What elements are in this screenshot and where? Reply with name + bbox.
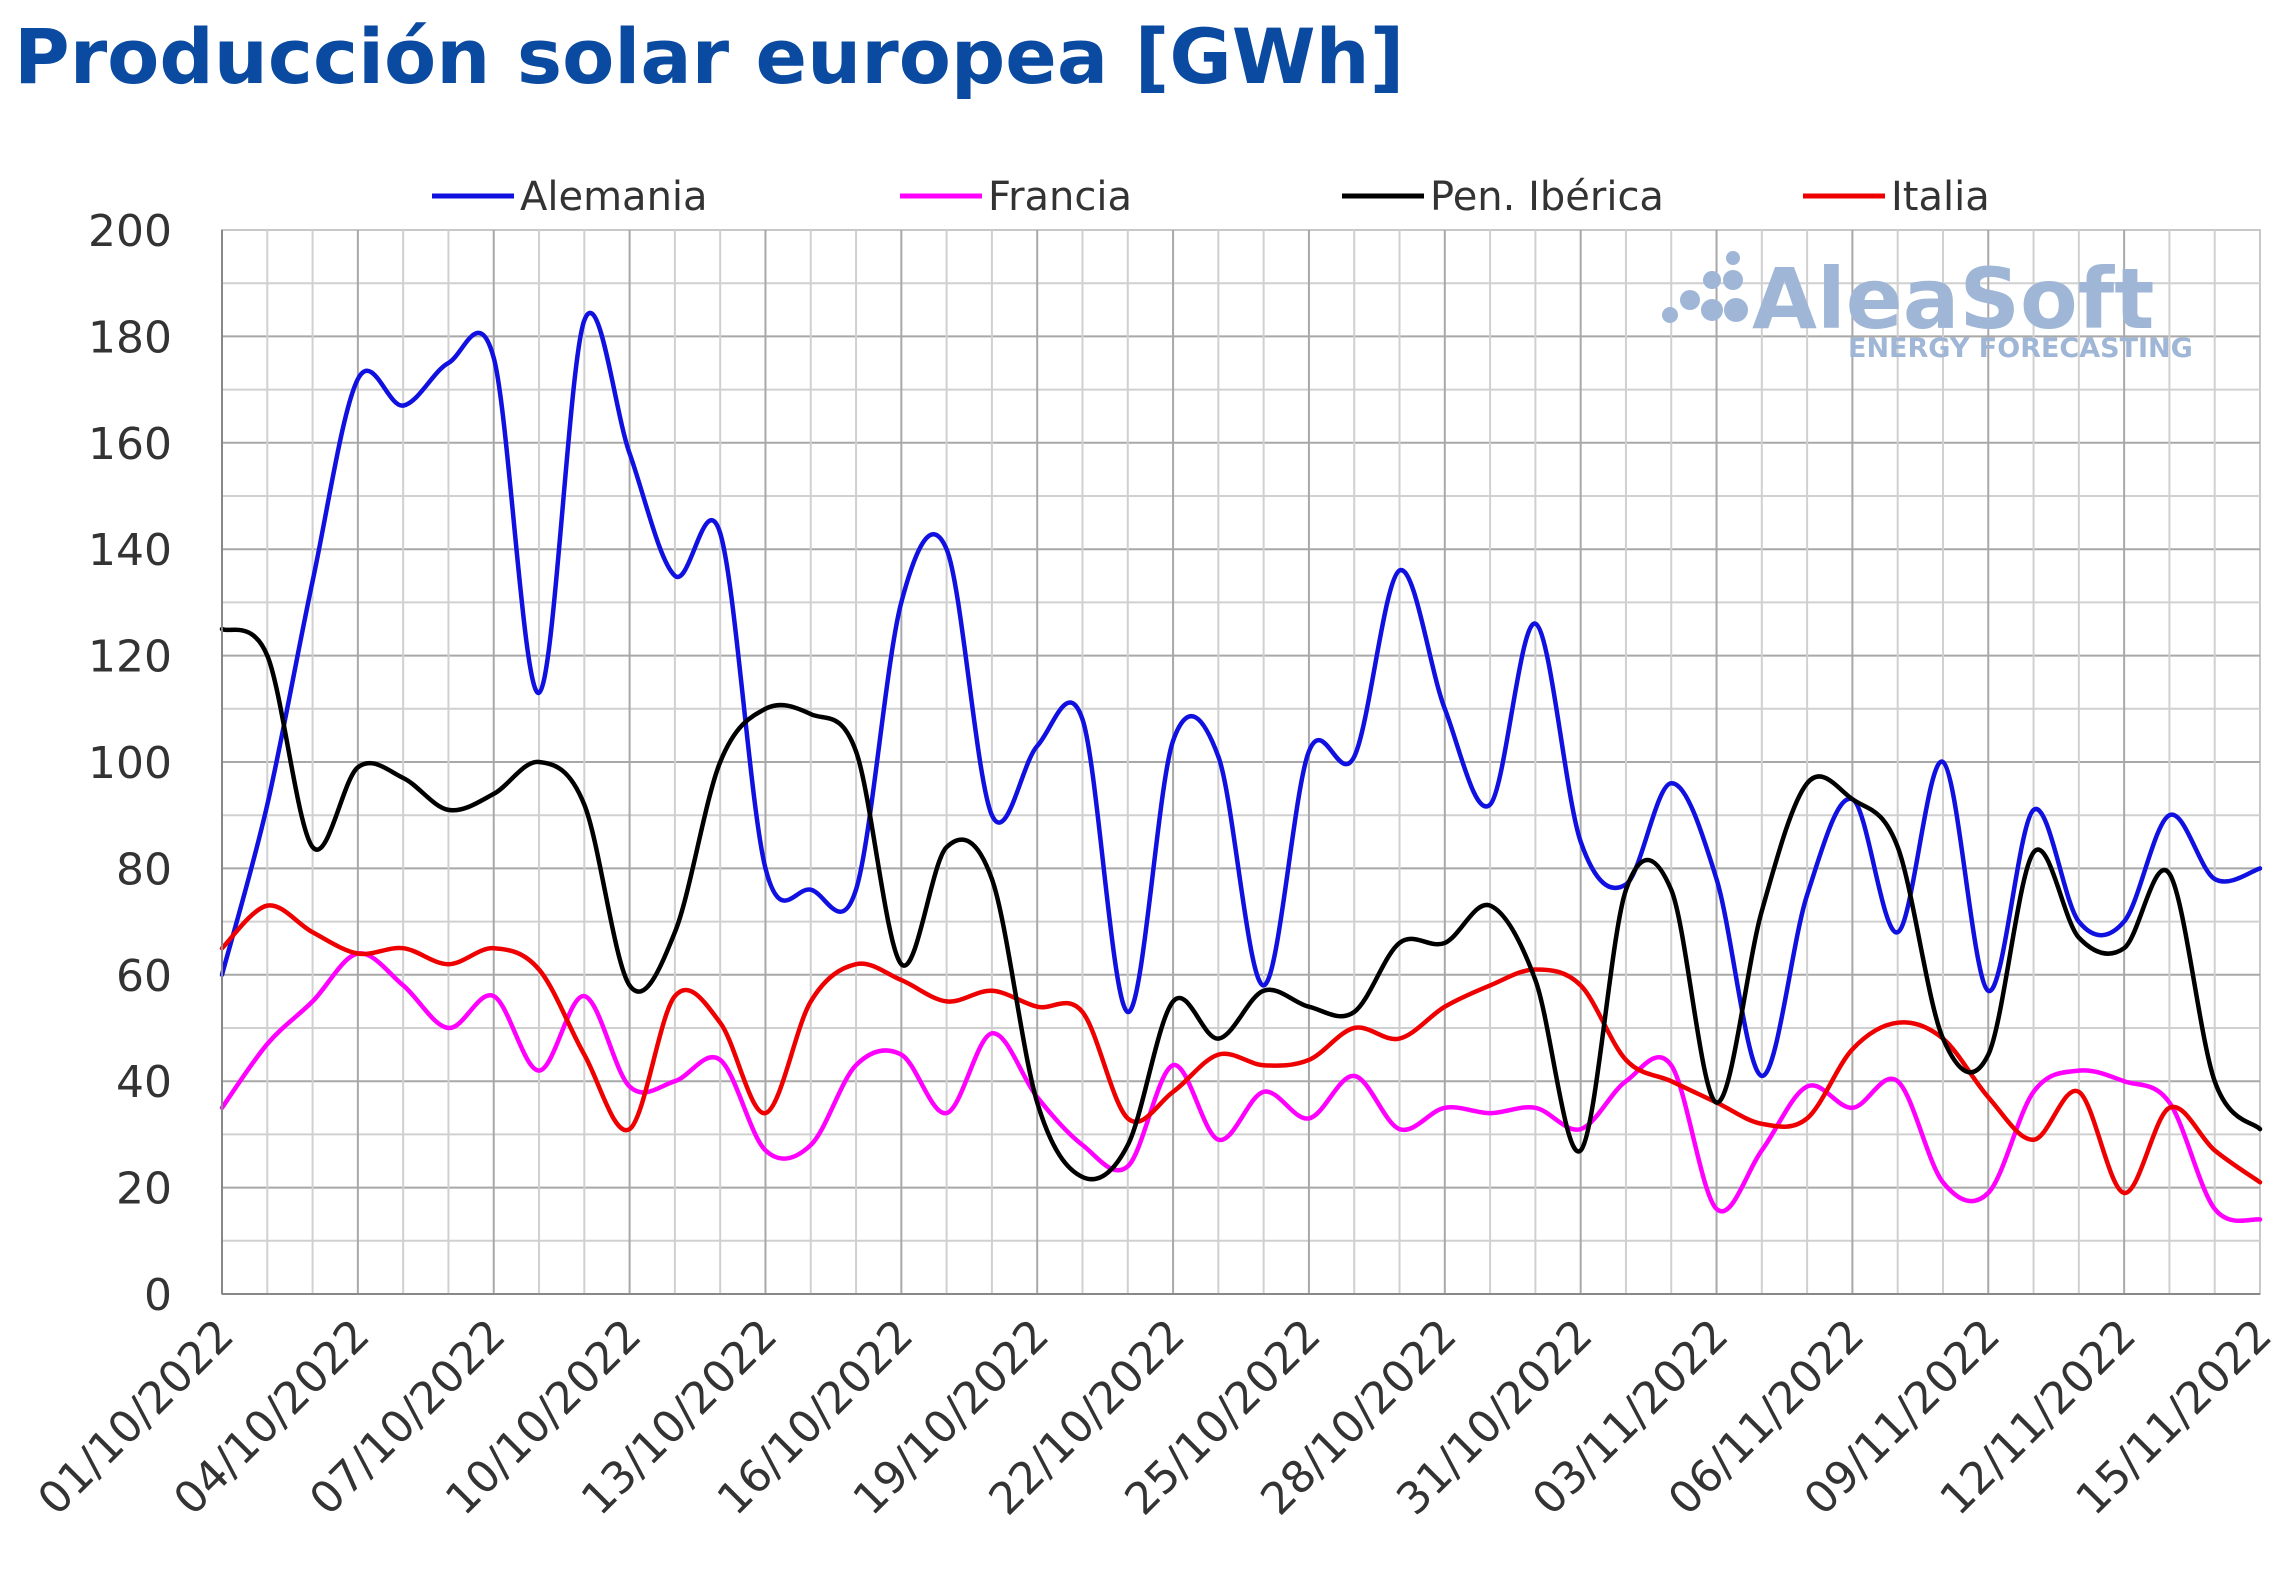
aleasoft-watermark: AleaSoft ENERGY FORECASTING: [1662, 250, 2193, 364]
y-tick-label: 120: [88, 632, 172, 683]
series-line-francia: [219, 951, 2263, 1224]
series-lines: [219, 310, 2263, 1224]
series-line-alemania: [219, 310, 2263, 1079]
y-tick-label: 160: [88, 419, 172, 470]
watermark-brand: AleaSoft: [1752, 250, 2154, 348]
y-tick-label: 100: [88, 738, 172, 789]
legend-item-italia: Italia: [1803, 174, 1990, 220]
y-tick-label: 0: [144, 1270, 172, 1321]
watermark-tagline: ENERGY FORECASTING: [1848, 333, 2193, 364]
legend-item-francia: Francia: [900, 174, 1132, 220]
legend-item-alemania: Alemania: [432, 174, 708, 220]
series-line-pen-iberica: [219, 626, 2263, 1182]
aleasoft-logo-dots-icon: [1662, 251, 1748, 323]
y-tick-label: 140: [88, 525, 172, 576]
series-line-italia: [219, 903, 2263, 1196]
legend-label: Pen. Ibérica: [1430, 174, 1664, 220]
legend-item-pen-iberica: Pen. Ibérica: [1342, 174, 1664, 220]
y-tick-label: 200: [88, 206, 172, 257]
y-tick-label: 60: [116, 951, 172, 1002]
y-tick-label: 40: [116, 1057, 172, 1108]
legend-label: Alemania: [520, 174, 708, 220]
legend-label: Francia: [988, 174, 1132, 220]
y-tick-label: 20: [116, 1164, 172, 1215]
legend-label: Italia: [1891, 174, 1990, 220]
y-tick-label: 80: [116, 844, 172, 895]
legend: Alemania Francia Pen. Ibérica Italia: [432, 174, 1990, 220]
chart-title: Producción solar europea [GWh]: [14, 12, 1405, 101]
y-tick-label: 180: [88, 312, 172, 363]
grid: [221, 229, 2261, 1295]
